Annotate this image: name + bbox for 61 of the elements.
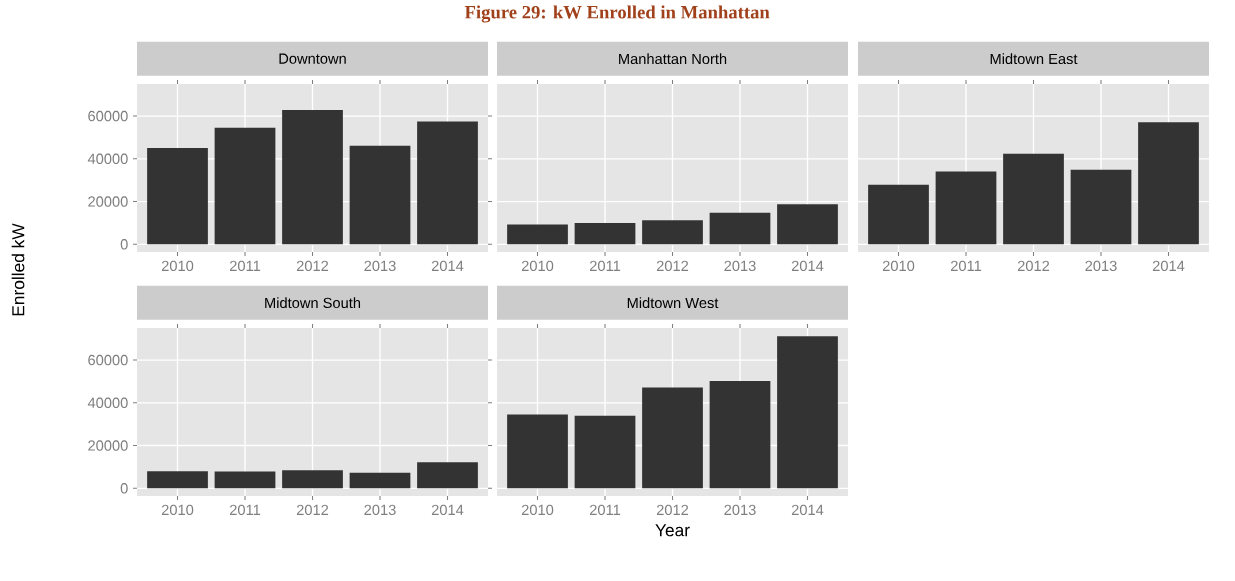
bar <box>642 387 703 489</box>
chart-title: Downtown <box>279 53 346 64</box>
bar <box>1003 153 1064 245</box>
bar <box>1070 169 1132 245</box>
x-tick-label: 2014 <box>791 260 824 272</box>
chart-title: Midtown South <box>265 297 361 309</box>
x-tick-label: 2012 <box>296 504 329 516</box>
x-tick-label: 2010 <box>161 260 194 272</box>
x-tick-label: 2012 <box>1017 260 1050 272</box>
chart-title: Midtown East <box>990 53 1078 65</box>
y-axis-title: Enrolled kW <box>11 223 25 316</box>
y-tick-label: 20000 <box>88 196 128 207</box>
bar <box>868 184 929 245</box>
bar <box>777 336 838 489</box>
x-tick-label: 2012 <box>296 260 329 272</box>
x-tick-label: 2014 <box>1152 260 1185 272</box>
bar <box>214 127 276 245</box>
bar <box>935 171 997 245</box>
bar <box>507 414 568 489</box>
x-tick-label: 2010 <box>161 504 194 516</box>
bar <box>1138 122 1199 245</box>
x-tick-label: 2014 <box>791 504 824 516</box>
bar <box>709 212 771 245</box>
x-tick-label: 2014 <box>431 504 464 516</box>
bar <box>417 121 478 245</box>
x-tick-label: 2013 <box>364 260 396 272</box>
x-tick-label: 2011 <box>589 504 621 516</box>
x-tick-label: 2012 <box>656 504 689 516</box>
x-tick-label: 2010 <box>521 504 554 516</box>
x-tick-label: 2014 <box>431 260 464 272</box>
x-tick-label: 2011 <box>229 260 261 272</box>
x-tick-label: 2010 <box>521 260 554 272</box>
x-tick-label: 2013 <box>724 504 756 516</box>
y-tick-label: 40000 <box>87 153 128 164</box>
bar <box>709 380 771 489</box>
x-tick-label: 2013 <box>364 504 396 516</box>
x-tick-label: 2011 <box>589 260 621 272</box>
x-tick-label: 2013 <box>1085 260 1117 272</box>
y-tick-label: 60000 <box>88 354 128 366</box>
x-tick-label: 2013 <box>724 260 756 272</box>
bar <box>574 415 636 489</box>
x-tick-label: 2010 <box>882 260 915 272</box>
y-tick-label: 20000 <box>88 440 128 451</box>
bar <box>507 224 568 245</box>
x-tick-label: 2012 <box>656 260 689 272</box>
bar <box>777 204 838 245</box>
y-tick-label: 0 <box>120 483 128 494</box>
chart-title: Midtown West <box>627 297 719 309</box>
y-tick-label: 40000 <box>87 397 128 408</box>
caption: Figure 29: kW Enrolled in Manhattan <box>464 5 770 23</box>
bar <box>282 110 343 245</box>
chart-title: Manhattan North <box>619 53 727 65</box>
bar <box>349 145 411 245</box>
bar <box>574 222 636 245</box>
y-tick-label: 0 <box>120 239 128 250</box>
y-tick-label: 60000 <box>88 110 128 122</box>
x-tick-label: 2011 <box>229 504 261 516</box>
x-tick-label: 2011 <box>950 260 982 272</box>
bar <box>147 148 208 245</box>
x-axis-title: Year <box>655 524 690 537</box>
bar <box>642 220 703 245</box>
